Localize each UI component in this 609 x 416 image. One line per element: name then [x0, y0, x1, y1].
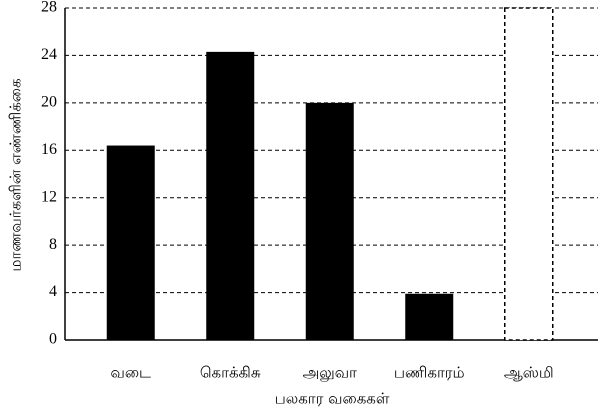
- y-tick-label: 4: [49, 283, 57, 300]
- y-tick-label: 28: [41, 0, 57, 16]
- bar: [305, 102, 354, 340]
- y-tick-label: 16: [41, 141, 57, 158]
- y-tick-label: 0: [49, 331, 57, 348]
- bar: [504, 7, 554, 341]
- x-tick-label: வடை: [111, 364, 152, 382]
- x-tick-label: பணிகாரம்: [394, 364, 465, 382]
- y-tick-label: 24: [41, 46, 57, 63]
- x-tick-label: ஆஸ்மி: [504, 364, 554, 382]
- y-tick-label: 20: [41, 94, 57, 111]
- x-tick-label: அலுவா: [303, 364, 357, 383]
- x-tick-label: கொக்கிசு: [200, 364, 261, 382]
- y-tick-label: 8: [49, 236, 57, 253]
- x-axis-title: பலகார வகைகள்: [275, 390, 390, 408]
- y-axis-title: மாணவர்களின் எண்ணிக்கை: [7, 78, 25, 271]
- y-tick-label: 12: [41, 188, 57, 205]
- bar: [405, 293, 454, 340]
- bar: [206, 51, 255, 340]
- bar: [106, 145, 155, 340]
